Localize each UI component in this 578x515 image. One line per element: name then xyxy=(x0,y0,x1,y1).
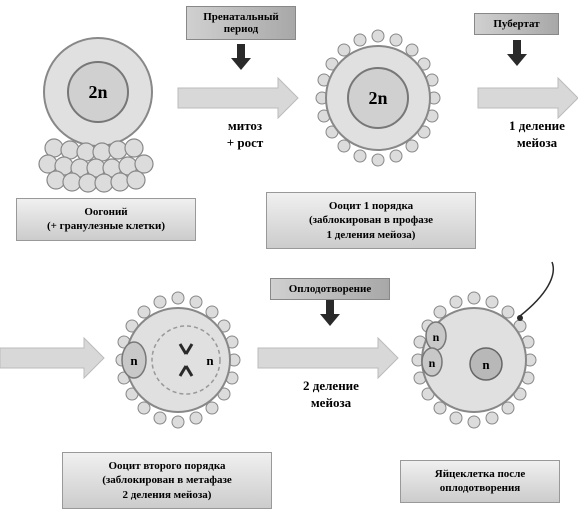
down-arrow-puberty xyxy=(507,40,527,66)
diagram-svg: 2n 2n xyxy=(0,0,578,515)
cell-oocyte2: n n xyxy=(116,292,240,428)
svg-text:2n: 2n xyxy=(368,88,387,108)
cell-oocyte1: 2n xyxy=(316,30,440,166)
svg-text:n: n xyxy=(429,356,436,370)
down-arrow-fertilization xyxy=(320,300,340,326)
arrow-3 xyxy=(0,338,104,378)
svg-text:n: n xyxy=(206,353,214,368)
down-arrow-prenatal xyxy=(231,44,251,70)
svg-text:n: n xyxy=(482,357,490,372)
svg-text:n: n xyxy=(433,330,440,344)
arrow-2 xyxy=(478,78,578,118)
cell-ovum: n n n xyxy=(412,262,553,428)
svg-text:n: n xyxy=(130,353,138,368)
arrow-4 xyxy=(258,338,398,378)
cell-oogonium: 2n xyxy=(39,38,153,192)
svg-text:2n: 2n xyxy=(88,82,107,102)
granulosa-cells xyxy=(39,139,153,192)
arrow-1 xyxy=(178,78,298,118)
